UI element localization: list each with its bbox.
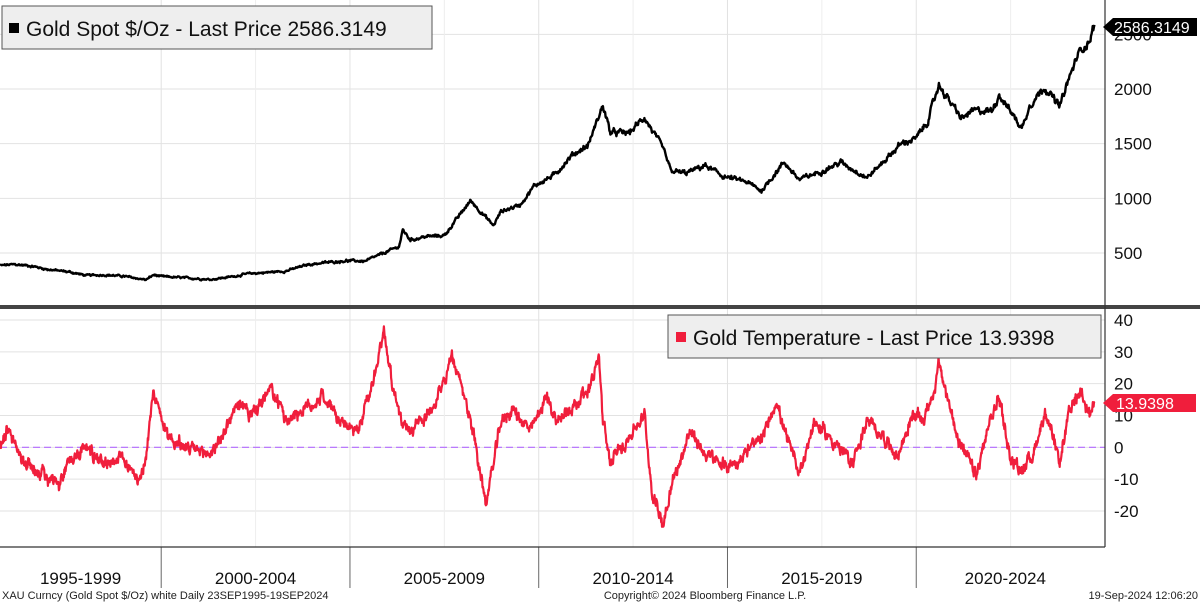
period-separators bbox=[160, 547, 917, 588]
bottom-y-tick-label: -20 bbox=[1114, 502, 1139, 521]
gold-temperature-last-value-label: 13.9398 bbox=[1116, 396, 1174, 413]
top-panel-y-ticks: 5001000150020002500 bbox=[1114, 25, 1152, 263]
x-axis-period-label: 2010-2014 bbox=[592, 569, 673, 588]
bottom-y-tick-label: 40 bbox=[1114, 311, 1133, 330]
gold-spot-legend-label: Gold Spot $/Oz - Last Price 2586.3149 bbox=[26, 18, 387, 41]
gold-temperature-legend-swatch bbox=[676, 332, 686, 342]
top-y-tick-label: 1000 bbox=[1114, 189, 1152, 208]
bottom-y-tick-label: 30 bbox=[1114, 343, 1133, 362]
panel-divider bbox=[0, 305, 1200, 309]
gold-spot-last-value-tag-shape bbox=[1103, 18, 1197, 36]
gold-temperature-legend-box bbox=[667, 314, 1102, 359]
footer-left-text: XAU Curncy (Gold Spot $/Oz) white Daily … bbox=[2, 590, 329, 602]
gold-temperature-legend: Gold Temperature - Last Price 13.9398 bbox=[667, 314, 1102, 359]
top-y-tick-label: 500 bbox=[1114, 244, 1142, 263]
top-y-tick-label: 1500 bbox=[1114, 135, 1152, 154]
x-axis-period-labels: 1995-1999 2000-2004 2005-2009 2010-2014 2015… bbox=[40, 569, 1046, 588]
footer-timestamp-text: 19-Sep-2024 12:06:20 bbox=[1089, 590, 1198, 602]
gold-temperature-line bbox=[0, 325, 1096, 528]
gold-spot-last-value-tag: 2586.3149 bbox=[1103, 18, 1197, 37]
x-axis-period-label: 1995-1999 bbox=[40, 569, 121, 588]
top-y-tick-label: 2000 bbox=[1114, 80, 1152, 99]
gold-spot-legend-box bbox=[1, 5, 433, 50]
gold-temperature-last-value-tag-shape bbox=[1103, 394, 1196, 412]
bottom-y-tick-label: 0 bbox=[1114, 438, 1123, 457]
gold-spot-legend-swatch bbox=[9, 23, 19, 33]
gold-spot-price-line bbox=[0, 24, 1096, 282]
x-axis-period-label: 2020-2024 bbox=[965, 569, 1046, 588]
x-axis-period-label: 2005-2009 bbox=[404, 569, 485, 588]
gold-spot-last-value-label: 2586.3149 bbox=[1114, 20, 1190, 37]
footer-copyright-text: Copyright© 2024 Bloomberg Finance L.P. bbox=[604, 590, 806, 602]
gold-spot-legend: Gold Spot $/Oz - Last Price 2586.3149 bbox=[1, 5, 433, 50]
x-axis-period-label: 2000-2004 bbox=[215, 569, 296, 588]
gold-temperature-legend-label: Gold Temperature - Last Price 13.9398 bbox=[693, 327, 1054, 350]
bottom-y-tick-label: 20 bbox=[1114, 375, 1133, 394]
gold-temperature-last-value-tag: 13.9398 bbox=[1103, 394, 1196, 413]
bottom-y-tick-label: -10 bbox=[1114, 470, 1139, 489]
x-axis-period-label: 2015-2019 bbox=[781, 569, 862, 588]
top-panel-gridlines bbox=[0, 0, 1105, 305]
